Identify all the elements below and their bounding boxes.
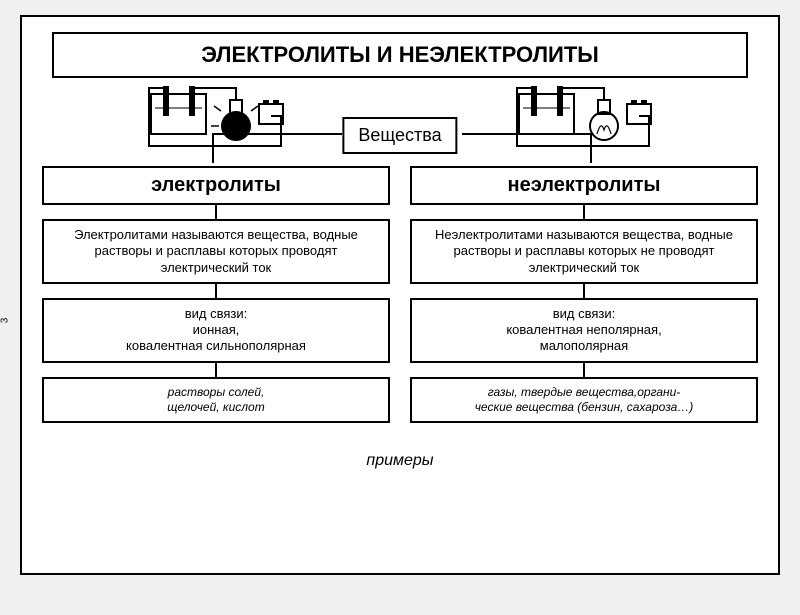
root-node: Вещества (342, 117, 457, 154)
apparatus-left (141, 86, 291, 156)
apparatus-right (509, 86, 659, 156)
examples-label: примеры (362, 452, 437, 470)
page-title: ЭЛЕКТРОЛИТЫ И НЕЭЛЕКТРОЛИТЫ (52, 32, 748, 78)
page-side-marker: 3 (0, 318, 10, 324)
connector (583, 282, 585, 298)
left-examples: растворы солей, щелочей, кислот (42, 377, 390, 423)
left-column: электролиты Электролитами называются вещ… (42, 86, 390, 423)
page-frame: ЭЛЕКТРОЛИТЫ И НЕЭЛЕКТРОЛИТЫ Вещества (20, 15, 780, 575)
left-bond: вид связи: ионная, ковалентная сильнопол… (42, 298, 390, 363)
right-definition: Неэлектролитами называются вещества, вод… (410, 219, 758, 284)
connector (215, 361, 217, 377)
connector (215, 203, 217, 219)
left-definition: Электролитами называются вещества, водны… (42, 219, 390, 284)
connector (583, 361, 585, 377)
connector (215, 282, 217, 298)
right-subhead: неэлектролиты (410, 166, 758, 205)
connector (583, 203, 585, 219)
right-bond: вид связи: ковалентная неполярная, малоп… (410, 298, 758, 363)
right-column: неэлектролиты Неэлектролитами называются… (410, 86, 758, 423)
left-subhead: электролиты (42, 166, 390, 205)
right-examples: газы, твердые вещества,органи- ческие ве… (410, 377, 758, 423)
